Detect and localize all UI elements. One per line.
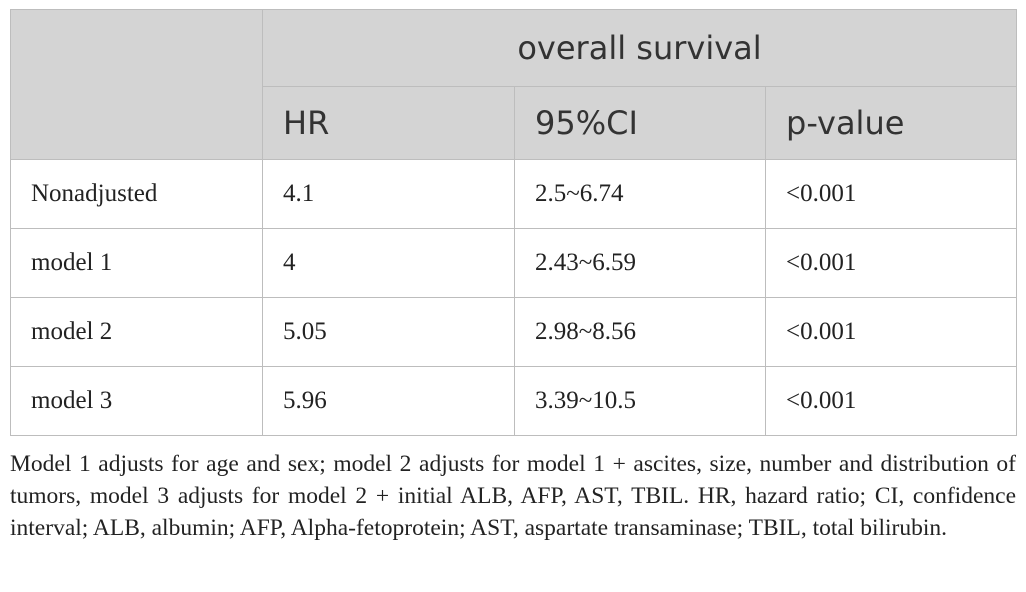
- corner-header-cell: [10, 9, 263, 160]
- column-header-95ci: 95%CI: [514, 86, 766, 160]
- table-header: overall survival HR 95%CI p-value: [10, 9, 1017, 160]
- table-row: model 1 4 2.43~6.59 <0.001: [10, 228, 1017, 298]
- ci-cell: 2.98~8.56: [514, 297, 766, 367]
- table-body: Nonadjusted 4.1 2.5~6.74 <0.001 model 1 …: [10, 159, 1017, 436]
- hr-cell: 4.1: [262, 159, 515, 229]
- hr-cell: 4: [262, 228, 515, 298]
- ci-cell: 2.5~6.74: [514, 159, 766, 229]
- survival-table: overall survival HR 95%CI p-value Nonadj…: [10, 9, 1017, 436]
- survival-table-container: overall survival HR 95%CI p-value Nonadj…: [10, 9, 1017, 436]
- table-row: model 2 5.05 2.98~8.56 <0.001: [10, 297, 1017, 367]
- group-header-overall-survival: overall survival: [262, 9, 1017, 87]
- p-value-cell: <0.001: [765, 228, 1017, 298]
- table-row: model 3 5.96 3.39~10.5 <0.001: [10, 366, 1017, 436]
- table-row: Nonadjusted 4.1 2.5~6.74 <0.001: [10, 159, 1017, 229]
- hr-cell: 5.05: [262, 297, 515, 367]
- row-label-cell: Nonadjusted: [10, 159, 263, 229]
- row-label-cell: model 1: [10, 228, 263, 298]
- ci-cell: 3.39~10.5: [514, 366, 766, 436]
- hr-cell: 5.96: [262, 366, 515, 436]
- p-value-cell: <0.001: [765, 366, 1017, 436]
- column-header-p-value: p-value: [765, 86, 1017, 160]
- column-header-hr: HR: [262, 86, 515, 160]
- table-footnote: Model 1 adjusts for age and sex; model 2…: [10, 451, 1016, 541]
- row-label-cell: model 2: [10, 297, 263, 367]
- header-group-row: overall survival: [10, 9, 1017, 160]
- row-label-cell: model 3: [10, 366, 263, 436]
- p-value-cell: <0.001: [765, 159, 1017, 229]
- header-columns-row: HR 95%CI p-value: [11, 86, 1017, 160]
- p-value-cell: <0.001: [765, 297, 1017, 367]
- ci-cell: 2.43~6.59: [514, 228, 766, 298]
